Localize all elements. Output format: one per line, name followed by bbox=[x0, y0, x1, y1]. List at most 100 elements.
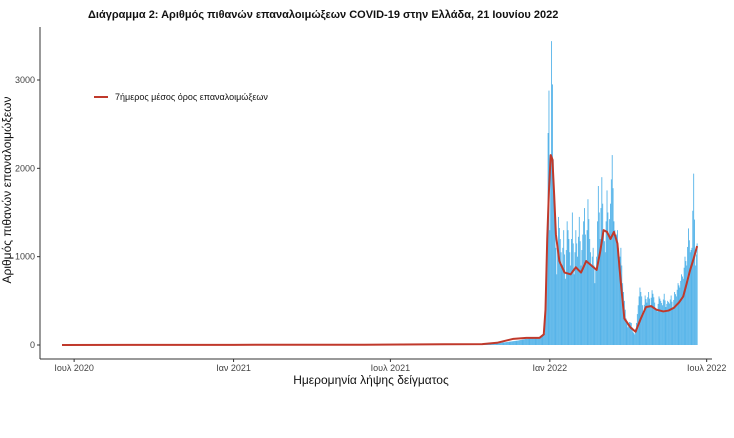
bar bbox=[584, 208, 585, 345]
bar bbox=[523, 339, 524, 345]
bar bbox=[672, 308, 673, 345]
bar bbox=[697, 243, 698, 345]
bar bbox=[660, 301, 661, 345]
bar bbox=[506, 342, 507, 345]
bar bbox=[586, 261, 587, 345]
bar bbox=[571, 239, 572, 345]
bar bbox=[595, 270, 596, 345]
bar bbox=[505, 342, 506, 345]
x-tick-label: Ιαν 2021 bbox=[216, 363, 251, 373]
bar bbox=[579, 217, 580, 345]
bar bbox=[575, 230, 576, 345]
bar bbox=[530, 338, 531, 345]
bar bbox=[502, 343, 503, 345]
bar bbox=[541, 337, 542, 345]
bar bbox=[670, 300, 671, 345]
bar bbox=[688, 228, 689, 345]
bar bbox=[656, 310, 657, 345]
bar bbox=[665, 307, 666, 345]
bar bbox=[568, 230, 569, 345]
bar bbox=[614, 230, 615, 345]
bar bbox=[627, 323, 628, 345]
bar bbox=[509, 342, 510, 345]
bar bbox=[608, 235, 609, 345]
y-tick-label: 2000 bbox=[15, 163, 35, 173]
bar bbox=[522, 340, 523, 345]
bar bbox=[681, 274, 682, 345]
bar bbox=[569, 252, 570, 345]
bar bbox=[611, 179, 612, 345]
bar bbox=[527, 339, 528, 345]
bar bbox=[689, 240, 690, 345]
bar bbox=[610, 204, 611, 345]
bar bbox=[564, 254, 565, 345]
bar bbox=[543, 334, 544, 345]
bar bbox=[552, 84, 553, 345]
bar bbox=[581, 250, 582, 345]
bar bbox=[687, 247, 688, 345]
bar bbox=[648, 292, 649, 345]
bar bbox=[686, 266, 687, 346]
bar bbox=[659, 299, 660, 345]
bar bbox=[641, 296, 642, 345]
bar bbox=[570, 266, 571, 346]
bar bbox=[538, 339, 539, 345]
bar bbox=[634, 334, 635, 345]
bar bbox=[627, 327, 628, 345]
bar bbox=[647, 297, 648, 345]
bar bbox=[614, 221, 615, 345]
bar bbox=[593, 248, 594, 345]
bar bbox=[511, 341, 512, 345]
bar bbox=[536, 338, 537, 345]
bar bbox=[592, 257, 593, 345]
bar bbox=[535, 338, 536, 345]
bar bbox=[661, 303, 662, 345]
bar bbox=[680, 281, 681, 345]
bar bbox=[549, 230, 550, 345]
bar bbox=[651, 298, 652, 345]
bar bbox=[568, 239, 569, 345]
bar bbox=[578, 237, 579, 345]
bar bbox=[557, 246, 558, 345]
bar bbox=[631, 323, 632, 345]
bar bbox=[520, 340, 521, 345]
bar bbox=[516, 341, 517, 345]
bar bbox=[575, 252, 576, 345]
y-axis-label: Αριθμός πιθανών επαναλοιμώξεων bbox=[0, 96, 14, 283]
bar bbox=[601, 177, 602, 345]
bar bbox=[678, 285, 679, 345]
bar bbox=[574, 274, 575, 345]
bar bbox=[633, 333, 634, 345]
bar bbox=[512, 341, 513, 345]
bar bbox=[565, 279, 566, 345]
bar bbox=[516, 341, 517, 345]
bar bbox=[671, 296, 672, 345]
bar bbox=[518, 340, 519, 345]
bar bbox=[529, 339, 530, 345]
bar bbox=[583, 221, 584, 345]
bar bbox=[533, 338, 534, 345]
bar bbox=[572, 213, 573, 346]
bar bbox=[523, 340, 524, 345]
bar bbox=[529, 338, 530, 345]
bar bbox=[685, 261, 686, 345]
bar bbox=[692, 211, 693, 345]
bar bbox=[588, 199, 589, 345]
bar bbox=[573, 243, 574, 345]
bar bbox=[679, 288, 680, 345]
bar bbox=[534, 338, 535, 345]
bar bbox=[562, 266, 563, 346]
bar bbox=[652, 290, 653, 345]
bar bbox=[642, 305, 643, 345]
bar bbox=[558, 217, 559, 345]
bar bbox=[665, 300, 666, 345]
bar bbox=[684, 268, 685, 345]
bar bbox=[615, 239, 616, 345]
bar bbox=[655, 308, 656, 345]
bar bbox=[588, 219, 589, 345]
bar bbox=[640, 288, 641, 345]
bar bbox=[503, 342, 504, 345]
bar bbox=[633, 332, 634, 345]
bar bbox=[606, 221, 607, 345]
